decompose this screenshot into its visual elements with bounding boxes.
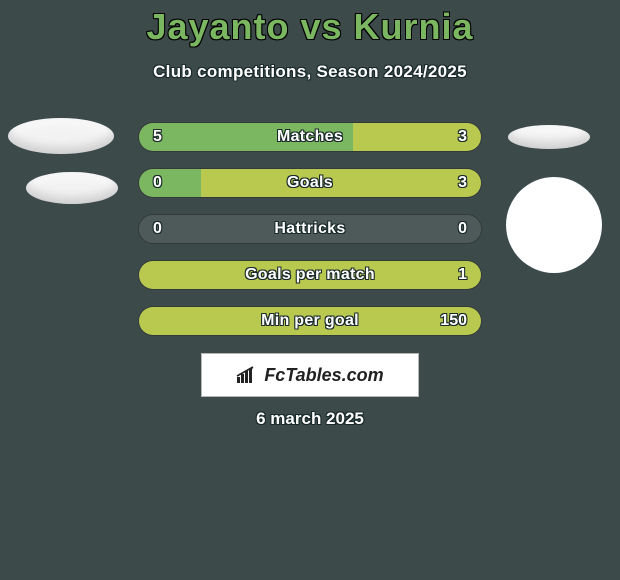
stat-row: Goals per match1 [138, 260, 482, 290]
stat-label: Min per goal [139, 312, 481, 330]
stat-label: Matches [139, 128, 481, 146]
stat-right-value: 3 [458, 128, 467, 146]
stat-right-value: 150 [440, 312, 467, 330]
stat-row: Matches5 3 [138, 122, 482, 152]
stat-row: Hattricks0 0 [138, 214, 482, 244]
comparison-infographic: Jayanto vs Kurnia Club competitions, Sea… [0, 0, 620, 580]
club-crest: E R S I 1933 [506, 177, 602, 273]
right-top-ellipse [508, 125, 590, 149]
stat-row: Min per goal150 [138, 306, 482, 336]
stat-right-value: 0 [458, 220, 467, 238]
chart-bars-icon [236, 366, 258, 384]
player-ellipse-2 [26, 172, 118, 204]
infographic-date: 6 march 2025 [0, 409, 620, 429]
stat-row: Goals0 3 [138, 168, 482, 198]
stat-right-value: 1 [458, 266, 467, 284]
subtitle: Club competitions, Season 2024/2025 [0, 62, 620, 82]
stat-bars: Matches53Goals03Hattricks00Goals per mat… [138, 122, 482, 352]
stat-label: Hattricks [139, 220, 481, 238]
stat-label: Goals [139, 174, 481, 192]
watermark-text: FcTables.com [264, 365, 383, 386]
left-player-badge [8, 118, 128, 218]
fctables-watermark[interactable]: FcTables.com [201, 353, 419, 397]
stat-left-value: 0 [153, 220, 162, 238]
player-ellipse-1 [8, 118, 114, 154]
stat-left-value: 0 [153, 174, 162, 192]
stat-left-value: 5 [153, 128, 162, 146]
page-title: Jayanto vs Kurnia [0, 0, 620, 48]
crest-circle [506, 177, 602, 273]
stat-right-value: 3 [458, 174, 467, 192]
stat-label: Goals per match [139, 266, 481, 284]
